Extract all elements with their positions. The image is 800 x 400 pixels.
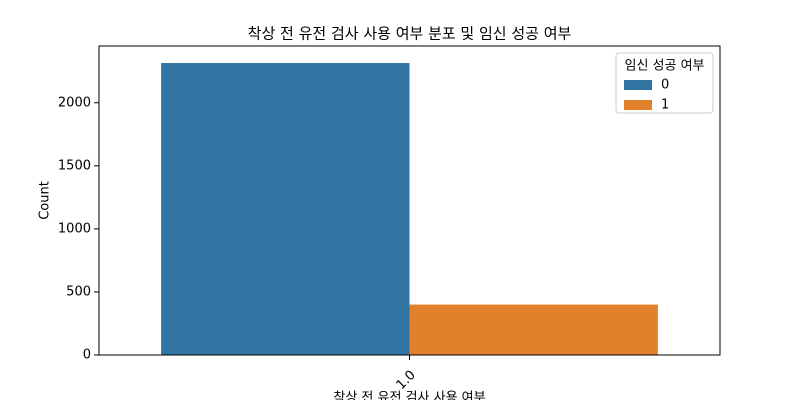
x-tick-label: 1.0	[394, 368, 419, 393]
plot-frame	[98, 45, 721, 356]
y-axis-label: Count	[38, 181, 53, 220]
legend-swatch	[624, 80, 652, 90]
legend-swatch	[624, 100, 652, 110]
legend-label: 0	[661, 78, 669, 93]
bar	[409, 304, 658, 355]
x-axis-label: 착상 전 유전 검사 사용 여부	[333, 391, 485, 400]
y-tick-label: 0	[83, 348, 91, 363]
bar	[161, 63, 410, 356]
legend-box	[615, 52, 714, 114]
y-tick-label: 2000	[58, 95, 91, 110]
y-tick-label: 1500	[58, 158, 91, 173]
legend-title: 임신 성공 여부	[624, 59, 704, 74]
y-tick-label: 500	[66, 284, 91, 299]
legend-label: 1	[661, 98, 669, 113]
chart-title: 착상 전 유전 검사 사용 여부 분포 및 임신 성공 여부	[248, 25, 572, 43]
y-tick-label: 1000	[58, 221, 91, 236]
